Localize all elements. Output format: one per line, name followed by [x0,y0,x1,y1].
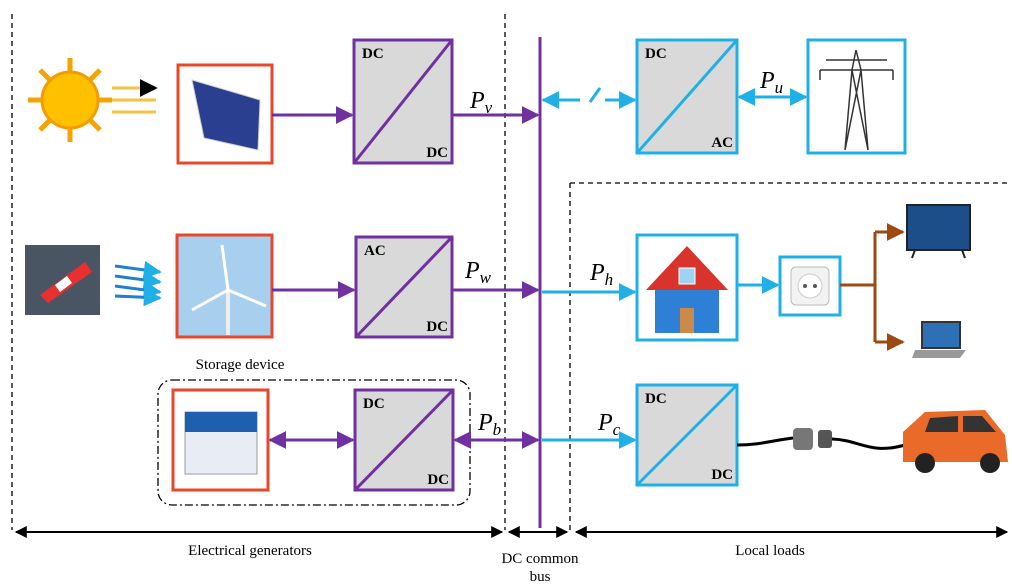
wind-turbine [175,233,274,339]
tv-icon-part [911,249,916,259]
house-part [680,308,694,333]
transmission-tower [806,38,907,155]
car-icon-part [963,416,996,432]
solar-panel-part [191,79,261,151]
sun-icon [28,58,158,142]
power-label: Pv [469,88,493,117]
charging-cable-part [793,428,813,450]
converter-part [635,383,739,487]
converter-part: DC [426,145,448,161]
power-symbol: P [464,258,480,284]
converter-part [353,388,455,492]
socket-part [813,284,817,288]
battery-part [185,412,257,432]
storage-label: Storage device [196,357,285,373]
charging-cable-part [831,437,906,450]
wind-icon [25,245,162,315]
converter: DC DC [353,388,455,492]
sun-icon-part [112,79,158,114]
power-subscript: h [605,270,614,289]
car-icon-part [925,416,958,432]
laptop-icon [912,321,966,358]
region-label: DC common [501,551,579,567]
load-branch [840,223,905,351]
converter-part [354,235,454,339]
power-symbol: P [589,260,605,286]
power-label: Pb [477,410,501,439]
socket-part [797,273,823,299]
power-subscript: c [613,420,621,439]
house-part [678,267,696,285]
converter-part: DC [711,467,733,483]
tv-icon-part [906,204,971,251]
converter: DC AC [635,38,739,155]
car-icon [903,410,1008,473]
socket [778,255,842,317]
battery [171,388,270,492]
wind-icon-part-part [114,288,162,307]
converter-part: DC [363,396,385,412]
grid-switch-part [588,87,602,103]
laptop-icon-part [921,321,961,349]
power-symbol: P [477,410,493,436]
converter-part: DC [362,46,384,62]
wind-turbine-part [191,244,267,312]
power-label: Pc [597,410,621,439]
wind-icon-part [55,276,72,292]
power-symbol: P [597,410,613,436]
converter: DC DC [352,38,454,165]
converter: DC DC [635,383,739,487]
tv-icon-part [961,249,966,259]
power-symbol: P [759,68,775,94]
converter-part [352,39,454,164]
power-subscript: w [480,268,492,287]
converter-part: DC [645,391,667,407]
region-label: Electrical generators [188,543,312,559]
car-icon-part [980,453,1000,473]
sun-icon-part [40,70,100,130]
house [635,233,739,342]
wind-icon-part [114,260,162,307]
laptop-icon-part [912,350,966,358]
wind-icon-part-part [114,270,162,289]
power-subscript: v [485,98,493,117]
converter: AC DC [354,235,454,339]
converter-part: DC [427,472,449,488]
charging-cable-part [736,436,794,447]
car-icon-part [915,453,935,473]
socket-part [803,284,807,288]
charging-cable-part [818,430,832,448]
region-borders [11,14,1010,530]
power-symbol: P [469,88,485,114]
transmission-tower-part [819,49,894,151]
converter-part [635,39,739,154]
wind-turbine-part [175,233,274,339]
transmission-tower-part [806,38,907,155]
wind-turbine-part-part [220,244,230,291]
wind-turbine-part-part [191,288,229,312]
solar-panel [176,63,274,165]
power-subscript: b [493,420,502,439]
power-label: Pw [464,258,492,287]
converter-part: AC [364,243,386,259]
power-subscript: u [775,78,784,97]
converter-part: DC [645,46,667,62]
converter-part: DC [426,319,448,335]
tv-icon [906,204,971,259]
charging-cable [736,428,906,450]
region-label: Local loads [735,543,805,559]
bus-connection [452,106,540,449]
converter-part: AC [711,135,733,151]
region-label: bus [530,569,551,584]
wind-icon-part-part [114,260,162,279]
grid-switch [541,87,637,109]
power-label: Ph [589,260,613,289]
power-label: Pu [759,68,783,97]
transmission-tower-part-part [819,49,894,151]
wind-icon-part-part [114,280,162,299]
wind-turbine-part-part [227,288,267,308]
